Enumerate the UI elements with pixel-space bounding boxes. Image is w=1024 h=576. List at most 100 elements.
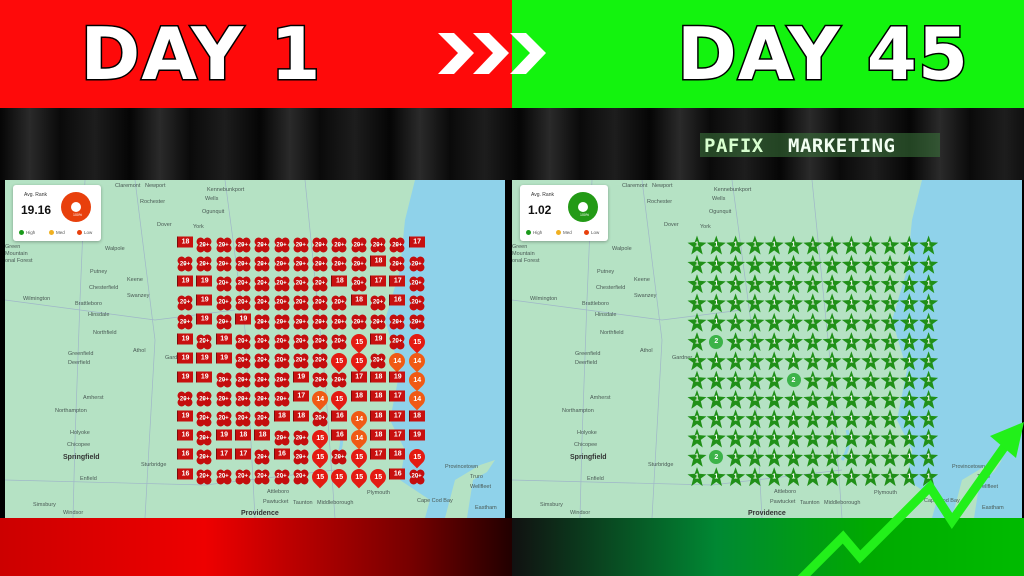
rank-star-marker[interactable]: 1: [784, 312, 803, 332]
rank-flag-marker[interactable]: 19: [215, 333, 232, 344]
rank-marker-20-plus[interactable]: 20+: [195, 333, 213, 350]
rank-flag-marker[interactable]: 18: [389, 448, 406, 460]
rank-star-marker[interactable]: 1: [880, 293, 900, 313]
day-45-rank-map[interactable]: Cape Cod Bay Eastham Wellfleet Truro Provinc…: [512, 180, 1022, 518]
rank-pin-marker[interactable]: 14: [405, 388, 428, 411]
rank-star-marker[interactable]: 1: [861, 312, 881, 332]
rank-marker-20-plus[interactable]: 20+: [195, 468, 213, 486]
rank-flag-marker[interactable]: 19: [292, 371, 309, 383]
rank-star-marker[interactable]: 1: [706, 428, 726, 448]
rank-star-marker[interactable]: 1: [687, 274, 707, 294]
rank-star-marker[interactable]: 1: [726, 235, 746, 255]
rank-star-marker[interactable]: 1: [880, 312, 900, 332]
rank-star-marker[interactable]: 1: [899, 428, 919, 448]
rank-marker-20-plus[interactable]: 20+: [215, 410, 233, 428]
rank-star-marker[interactable]: 1: [899, 447, 919, 467]
rank-marker-20-plus[interactable]: 20+: [369, 313, 387, 331]
rank-flag-marker[interactable]: 17: [215, 448, 232, 460]
rank-star-marker[interactable]: 1: [899, 389, 919, 409]
rank-pin-marker[interactable]: 14: [385, 349, 409, 373]
rank-flag-marker[interactable]: 17: [389, 275, 406, 287]
rank-marker-20-plus[interactable]: 20+: [311, 294, 329, 312]
rank-star-marker[interactable]: 1: [726, 332, 746, 351]
rank-marker-20-plus[interactable]: 20+: [292, 333, 310, 350]
rank-marker-20-plus[interactable]: 20+: [273, 275, 290, 293]
rank-star-marker[interactable]: 1: [919, 389, 939, 409]
rank-marker-20-plus[interactable]: 20+: [176, 294, 194, 312]
rank-star-marker[interactable]: 1: [803, 254, 823, 274]
rank-star-marker[interactable]: 1: [861, 467, 881, 487]
rank-star-marker[interactable]: 1: [899, 293, 919, 313]
rank-marker-20-plus[interactable]: 20+: [350, 313, 368, 331]
rank-marker-20-plus[interactable]: 20+: [195, 448, 213, 466]
rank-star-marker[interactable]: 1: [822, 467, 842, 487]
rank-star-marker[interactable]: 1: [919, 254, 939, 274]
rank-pin-marker[interactable]: 14: [405, 349, 428, 373]
rank-star-marker[interactable]: 1: [803, 293, 823, 313]
rank-star-marker[interactable]: 1: [803, 409, 823, 429]
rank-star-marker[interactable]: 1: [687, 389, 707, 409]
rank-star-marker[interactable]: 1: [899, 409, 919, 429]
rank-star-marker[interactable]: 1: [822, 428, 842, 448]
rank-circle-marker[interactable]: 2: [786, 373, 801, 388]
rank-star-marker[interactable]: 1: [841, 274, 861, 294]
rank-star-marker[interactable]: 1: [745, 254, 765, 274]
rank-marker-20-plus[interactable]: 20+: [273, 236, 290, 254]
rank-star-marker[interactable]: 1: [706, 409, 726, 429]
rank-star-marker[interactable]: 1: [841, 312, 861, 332]
rank-star-marker[interactable]: 1: [841, 409, 861, 429]
rank-marker-20-plus[interactable]: 20+: [273, 352, 290, 370]
rank-star-marker[interactable]: 1: [899, 312, 919, 332]
rank-marker-20-plus[interactable]: 20+: [273, 255, 290, 273]
rank-star-marker[interactable]: 1: [822, 389, 842, 409]
rank-star-marker[interactable]: 1: [745, 332, 765, 351]
rank-marker-20-plus[interactable]: 20+: [234, 352, 252, 370]
rank-star-marker[interactable]: 1: [706, 274, 726, 294]
rank-marker-20-plus[interactable]: 20+: [253, 294, 271, 312]
rank-marker-20-plus[interactable]: 20+: [234, 410, 252, 428]
rank-pin-marker[interactable]: 15: [347, 330, 371, 353]
rank-star-marker[interactable]: 1: [919, 409, 939, 429]
rank-flag-marker[interactable]: 16: [177, 468, 193, 480]
rank-star-marker[interactable]: 1: [803, 447, 823, 467]
rank-marker-20-plus[interactable]: 20+: [234, 294, 252, 312]
rank-flag-marker[interactable]: 19: [177, 275, 193, 287]
rank-marker-20-plus[interactable]: 20+: [311, 410, 329, 428]
rank-flag-marker[interactable]: 17: [389, 410, 406, 422]
rank-pin-marker[interactable]: 15: [347, 349, 371, 373]
rank-star-marker[interactable]: 1: [687, 332, 707, 351]
rank-circle-marker[interactable]: 2: [709, 450, 724, 465]
rank-star-marker[interactable]: 1: [687, 467, 707, 487]
rank-marker-20-plus[interactable]: 20+: [292, 429, 310, 447]
rank-star-marker[interactable]: 1: [841, 293, 861, 313]
rank-pin-marker[interactable]: 15: [328, 349, 351, 373]
rank-circle-marker[interactable]: 2: [709, 334, 724, 349]
rank-marker-20-plus[interactable]: 20+: [253, 390, 271, 408]
rank-star-marker[interactable]: 1: [726, 428, 746, 448]
rank-star-marker[interactable]: 1: [784, 351, 803, 371]
rank-star-marker[interactable]: 1: [726, 254, 746, 274]
rank-star-marker[interactable]: 1: [803, 428, 823, 448]
rank-star-marker[interactable]: 1: [764, 235, 784, 255]
rank-star-marker[interactable]: 1: [784, 274, 803, 294]
rank-star-marker[interactable]: 1: [880, 428, 900, 448]
rank-star-marker[interactable]: 1: [687, 409, 707, 429]
rank-star-marker[interactable]: 1: [784, 389, 803, 409]
rank-pin-marker[interactable]: 15: [405, 330, 428, 353]
rank-star-marker[interactable]: 1: [822, 293, 842, 313]
rank-star-marker[interactable]: 1: [919, 447, 939, 467]
rank-marker-20-plus[interactable]: 20+: [215, 236, 233, 254]
rank-marker-20-plus[interactable]: 20+: [273, 468, 290, 486]
rank-marker-20-plus[interactable]: 20+: [273, 429, 290, 447]
rank-flag-marker[interactable]: 16: [177, 448, 193, 460]
rank-star-marker[interactable]: 1: [745, 351, 765, 371]
rank-flag-marker[interactable]: 18: [408, 410, 425, 422]
rank-star-marker[interactable]: 1: [764, 293, 784, 313]
rank-star-marker[interactable]: 1: [764, 409, 784, 429]
rank-star-marker[interactable]: 1: [726, 312, 746, 332]
rank-flag-marker[interactable]: 17: [389, 429, 406, 441]
rank-flag-marker[interactable]: 19: [177, 410, 193, 422]
rank-marker-20-plus[interactable]: 20+: [369, 352, 387, 370]
rank-flag-marker[interactable]: 16: [389, 294, 406, 306]
rank-star-marker[interactable]: 1: [822, 351, 842, 371]
